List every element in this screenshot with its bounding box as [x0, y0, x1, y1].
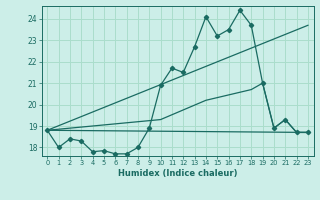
X-axis label: Humidex (Indice chaleur): Humidex (Indice chaleur): [118, 169, 237, 178]
